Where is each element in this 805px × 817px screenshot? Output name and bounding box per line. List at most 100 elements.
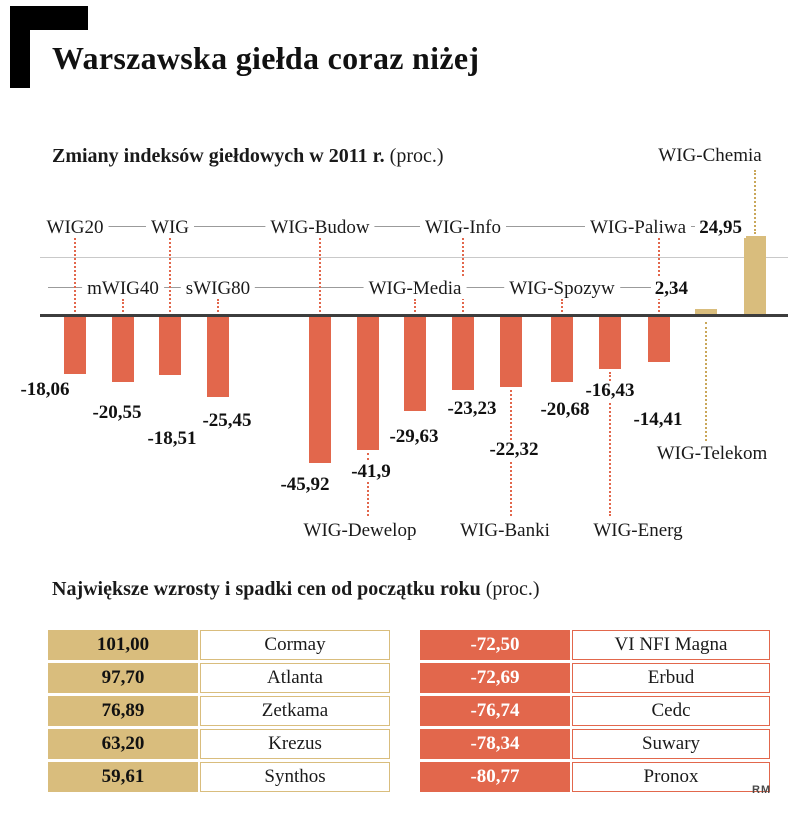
connector-line: [462, 238, 464, 316]
table-row: 59,61 Synthos: [48, 762, 390, 792]
company-name-cell: Pronox: [572, 762, 770, 792]
tables-title-unit: (proc.): [485, 578, 540, 600]
change-value-cell: 59,61: [48, 762, 198, 792]
bar-label: WIG-Chemia: [653, 145, 767, 166]
bar-label: WIG-Budow: [265, 217, 375, 238]
bar: [357, 316, 379, 450]
bar-label: sWIG80: [180, 278, 256, 299]
bar: [404, 316, 426, 411]
bar: [207, 316, 229, 397]
connector-line: [217, 299, 219, 316]
company-name-cell: Cedc: [572, 696, 770, 726]
bar: [648, 316, 670, 362]
change-value-cell: -76,74: [420, 696, 570, 726]
bar-value: 2,34: [650, 278, 692, 299]
bar: [159, 316, 181, 375]
bar-label: WIG-Energ: [588, 520, 688, 541]
bar-value: -14,41: [631, 409, 685, 430]
company-name-cell: Suwary: [572, 729, 770, 759]
change-value-cell: 101,00: [48, 630, 198, 660]
change-value-cell: -78,34: [420, 729, 570, 759]
bar-label: WIG-Spozyw: [504, 278, 620, 299]
losers-table: -72,50 VI NFI Magna -72,69 Erbud -76,74 Cedc -…: [420, 630, 770, 795]
table-row: 101,00 Cormay: [48, 630, 390, 660]
corner-decoration: [10, 6, 30, 88]
bar-label: WIG: [146, 217, 194, 238]
bar-chart: -18,06 -20,55 -18,51 -25,45 -45,92 -41,9 -29,6…: [18, 145, 788, 541]
table-row: 76,89 Zetkama: [48, 696, 390, 726]
bar: [452, 316, 474, 390]
credit: RM: [752, 784, 772, 796]
connector-line: [122, 299, 124, 316]
company-name-cell: Krezus: [200, 729, 390, 759]
bar-label: WIG-Telekom: [651, 443, 773, 464]
company-name-cell: Zetkama: [200, 696, 390, 726]
bar-label: WIG-Media: [363, 278, 467, 299]
bar-value: -22,32: [487, 439, 541, 460]
bar-value: -29,63: [387, 426, 441, 447]
bar-value: -20,68: [538, 399, 592, 420]
zero-line: [40, 314, 788, 317]
bar-label: mWIG40: [82, 278, 164, 299]
bar-value: -41,9: [349, 461, 393, 482]
change-value-cell: -80,77: [420, 762, 570, 792]
change-value-cell: -72,50: [420, 630, 570, 660]
bar-value: -16,43: [583, 380, 637, 401]
bar-label: WIG20: [41, 217, 109, 238]
bar-value: 24,95: [695, 217, 746, 238]
change-value-cell: 63,20: [48, 729, 198, 759]
tables-title: Największe wzrosty i spadki cen od począ…: [52, 578, 540, 601]
change-value-cell: -72,69: [420, 663, 570, 693]
connector-line: [414, 299, 416, 316]
company-name-cell: VI NFI Magna: [572, 630, 770, 660]
table-row: 97,70 Atlanta: [48, 663, 390, 693]
table-row: -72,50 VI NFI Magna: [420, 630, 770, 660]
company-name-cell: Erbud: [572, 663, 770, 693]
bar: [551, 316, 573, 382]
bar: [599, 316, 621, 369]
connector-line: [74, 238, 76, 316]
table-row: 63,20 Krezus: [48, 729, 390, 759]
company-name-cell: Atlanta: [200, 663, 390, 693]
bar-value: -45,92: [278, 474, 332, 495]
connector-line: [658, 238, 660, 316]
gridline: [40, 257, 788, 258]
bar: [744, 236, 766, 316]
table-row: -76,74 Cedc: [420, 696, 770, 726]
bar-value: -25,45: [200, 410, 254, 431]
bar: [500, 316, 522, 387]
bar-value: -20,55: [90, 402, 144, 423]
chart-title-unit: (proc.): [389, 145, 444, 167]
connector-line: [367, 453, 369, 516]
connector-line: [169, 238, 171, 316]
page-title: Warszawska giełda coraz niżej: [52, 40, 480, 76]
bar-label: WIG-Paliwa: [584, 217, 692, 238]
bar-value: -18,06: [18, 379, 72, 400]
tables-title-text: Największe wzrosty i spadki cen od począ…: [52, 578, 481, 600]
company-name-cell: Cormay: [200, 630, 390, 660]
connector-line: [561, 299, 563, 316]
bar: [695, 309, 717, 316]
bar: [64, 316, 86, 374]
change-value-cell: 97,70: [48, 663, 198, 693]
gainers-table: 101,00 Cormay 97,70 Atlanta 76,89 Zetkama 63,2…: [48, 630, 390, 795]
change-value-cell: 76,89: [48, 696, 198, 726]
table-row: -72,69 Erbud: [420, 663, 770, 693]
label-leader-line: [45, 226, 746, 227]
table-row: -78,34 Suwary: [420, 729, 770, 759]
bar-label: WIG-Banki: [455, 520, 555, 541]
bar-value: -18,51: [145, 428, 199, 449]
bar-value: -23,23: [445, 398, 499, 419]
chart-title: Zmiany indeksów giełdowych w 2011 r. (pr…: [52, 145, 444, 168]
connector-line: [609, 372, 611, 516]
connector-line: [705, 322, 707, 441]
chart-title-text: Zmiany indeksów giełdowych w 2011 r.: [52, 145, 385, 167]
bar: [112, 316, 134, 382]
table-row: -80,77 Pronox: [420, 762, 770, 792]
company-name-cell: Synthos: [200, 762, 390, 792]
connector-line: [754, 170, 756, 234]
bar: [309, 316, 331, 463]
bar-label: WIG-Dewelop: [298, 520, 422, 541]
bar-label: WIG-Info: [420, 217, 506, 238]
